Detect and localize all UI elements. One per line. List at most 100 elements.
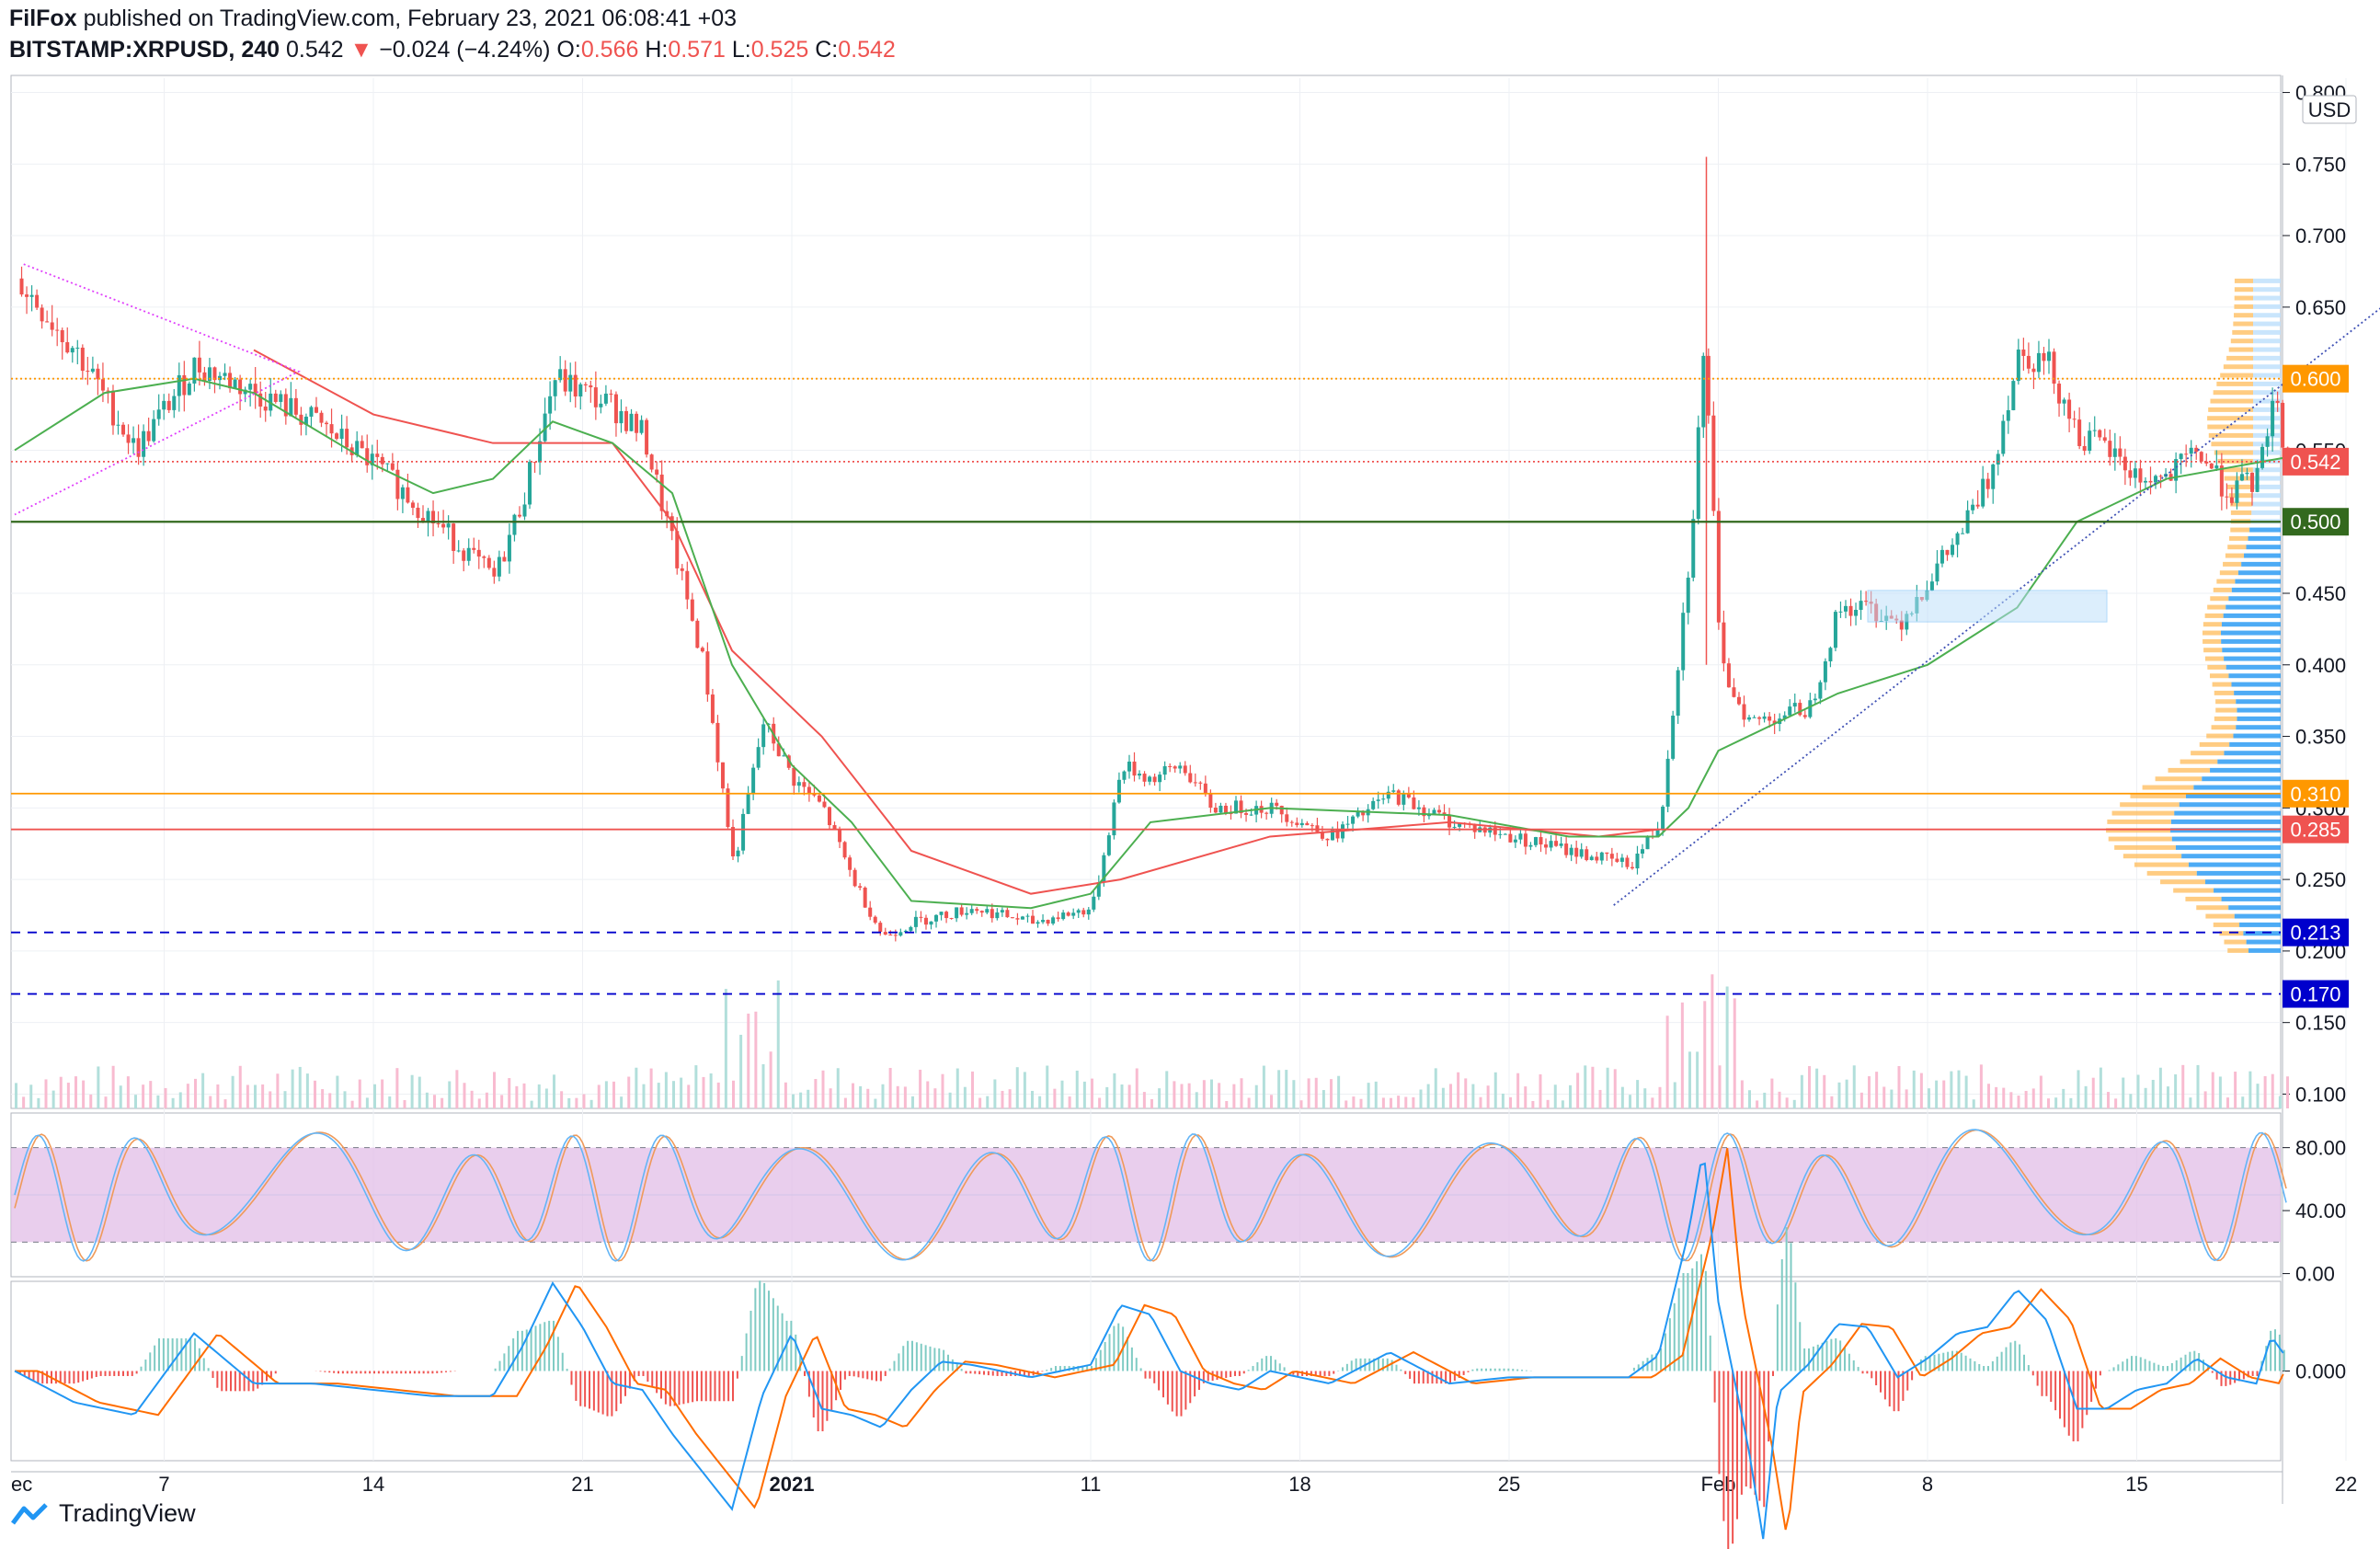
- macd-histogram-bar: [1216, 1371, 1219, 1381]
- macd-histogram-bar: [902, 1346, 905, 1371]
- volume-bar: [754, 1011, 758, 1108]
- macd-histogram-bar: [1740, 1371, 1743, 1495]
- volume-profile-bar: [2239, 922, 2281, 927]
- volume-bar: [702, 1076, 705, 1108]
- volume-bar: [186, 1084, 189, 1108]
- volume-bar: [1068, 1096, 1071, 1108]
- price-tag-badge: [2283, 508, 2349, 536]
- candle-body: [2042, 352, 2046, 361]
- volume-profile-bar: [2228, 905, 2281, 911]
- macd-histogram-bar: [212, 1371, 214, 1379]
- macd-histogram-bar: [700, 1371, 703, 1402]
- candle-body: [1086, 909, 1091, 915]
- publisher-line: FilFox published on TradingView.com, Feb…: [9, 6, 737, 32]
- author-name: FilFox: [9, 6, 77, 31]
- candle-body: [345, 429, 349, 448]
- macd-histogram-bar: [252, 1371, 255, 1392]
- candle-body: [2174, 459, 2179, 481]
- macd-histogram-bar: [333, 1371, 336, 1373]
- volume-profile-bar: [2168, 767, 2211, 773]
- volume-profile-bar: [2215, 707, 2237, 713]
- candle-body: [146, 430, 151, 442]
- candle-body: [1031, 915, 1035, 924]
- candle-body: [365, 448, 370, 465]
- macd-histogram-bar: [166, 1338, 169, 1371]
- volume-bar: [919, 1069, 922, 1108]
- macd-histogram-bar: [230, 1371, 232, 1392]
- y-tick-label: 0.100: [2295, 1083, 2346, 1106]
- macd-histogram-bar: [207, 1368, 210, 1371]
- candle-body: [848, 857, 852, 870]
- macd-histogram-bar: [171, 1338, 174, 1371]
- volume-profile-bar: [2199, 741, 2230, 747]
- candle-body: [2016, 350, 2020, 382]
- last-price: 0.542: [285, 37, 344, 63]
- macd-histogram-bar: [382, 1371, 384, 1374]
- candle-body: [1422, 807, 1426, 817]
- macd-histogram-bar: [2077, 1371, 2079, 1441]
- macd-histogram-bar: [1094, 1358, 1097, 1371]
- volume-bar: [1584, 1065, 1587, 1108]
- volume-profile-bar: [2217, 458, 2253, 464]
- candle-body: [1152, 776, 1157, 783]
- volume-profile-bar: [2221, 622, 2281, 627]
- macd-histogram-bar: [978, 1371, 981, 1375]
- candle-body: [1458, 822, 1462, 827]
- candle-body: [2098, 430, 2102, 438]
- candle-body: [1178, 765, 1183, 769]
- volume-profile-bar: [2234, 287, 2253, 293]
- volume-profile-bar: [2236, 699, 2281, 705]
- volume-bar: [2129, 1094, 2133, 1108]
- volume-bar: [537, 1084, 541, 1108]
- volume-profile-bar: [2252, 424, 2281, 430]
- volume-profile-bar: [2236, 725, 2281, 730]
- candle-body: [715, 722, 720, 763]
- volume-bar: [724, 989, 727, 1108]
- close-label: C:: [815, 37, 839, 63]
- macd-histogram-bar: [2126, 1359, 2129, 1371]
- volume-bar: [1120, 1084, 1124, 1108]
- volume-bar: [2189, 1097, 2192, 1108]
- candle-body: [1518, 833, 1523, 840]
- macd-histogram-bar: [2081, 1371, 2084, 1429]
- candle-body: [1223, 805, 1228, 814]
- candle-body: [599, 403, 603, 407]
- price-tag-badge: [2283, 815, 2349, 843]
- macd-histogram-bar: [512, 1338, 515, 1371]
- volume-profile-bar: [2173, 888, 2214, 893]
- macd-histogram-bar: [1230, 1371, 1232, 1377]
- volume-profile-bar: [2252, 407, 2281, 412]
- candle-body: [395, 469, 400, 499]
- candle-body: [202, 372, 207, 381]
- volume-bar: [664, 1072, 668, 1108]
- macd-histogram-bar: [1928, 1355, 1931, 1371]
- macd-histogram-bar: [749, 1310, 752, 1371]
- candle-body: [1213, 808, 1218, 813]
- candle-body: [613, 394, 618, 424]
- candle-body: [86, 371, 90, 373]
- candle-body: [1630, 866, 1634, 869]
- candle-body: [2128, 470, 2133, 478]
- volume-bar: [2263, 1075, 2267, 1108]
- candle-body: [406, 487, 410, 503]
- candle-body: [1305, 822, 1310, 826]
- macd-histogram-bar: [566, 1369, 568, 1371]
- macd-histogram-bar: [1462, 1371, 1465, 1375]
- macd-histogram-bar: [2148, 1360, 2151, 1371]
- macd-histogram-bar: [1041, 1371, 1044, 1372]
- macd-histogram-bar: [386, 1371, 389, 1374]
- macd-histogram-bar: [606, 1371, 609, 1417]
- macd-histogram-bar: [436, 1371, 439, 1373]
- tradingview-logo[interactable]: TradingView: [9, 1499, 196, 1528]
- candle-body: [1472, 824, 1477, 832]
- volume-profile-bar: [2224, 656, 2281, 661]
- volume-bar: [567, 1097, 571, 1108]
- candle-body: [934, 914, 939, 922]
- macd-histogram-bar: [1198, 1371, 1200, 1390]
- volume-bar: [246, 1084, 249, 1108]
- candle-body: [65, 342, 70, 353]
- volume-profile-bar: [2216, 579, 2236, 584]
- volume-bar: [1852, 1065, 1856, 1108]
- volume-bar: [119, 1085, 122, 1108]
